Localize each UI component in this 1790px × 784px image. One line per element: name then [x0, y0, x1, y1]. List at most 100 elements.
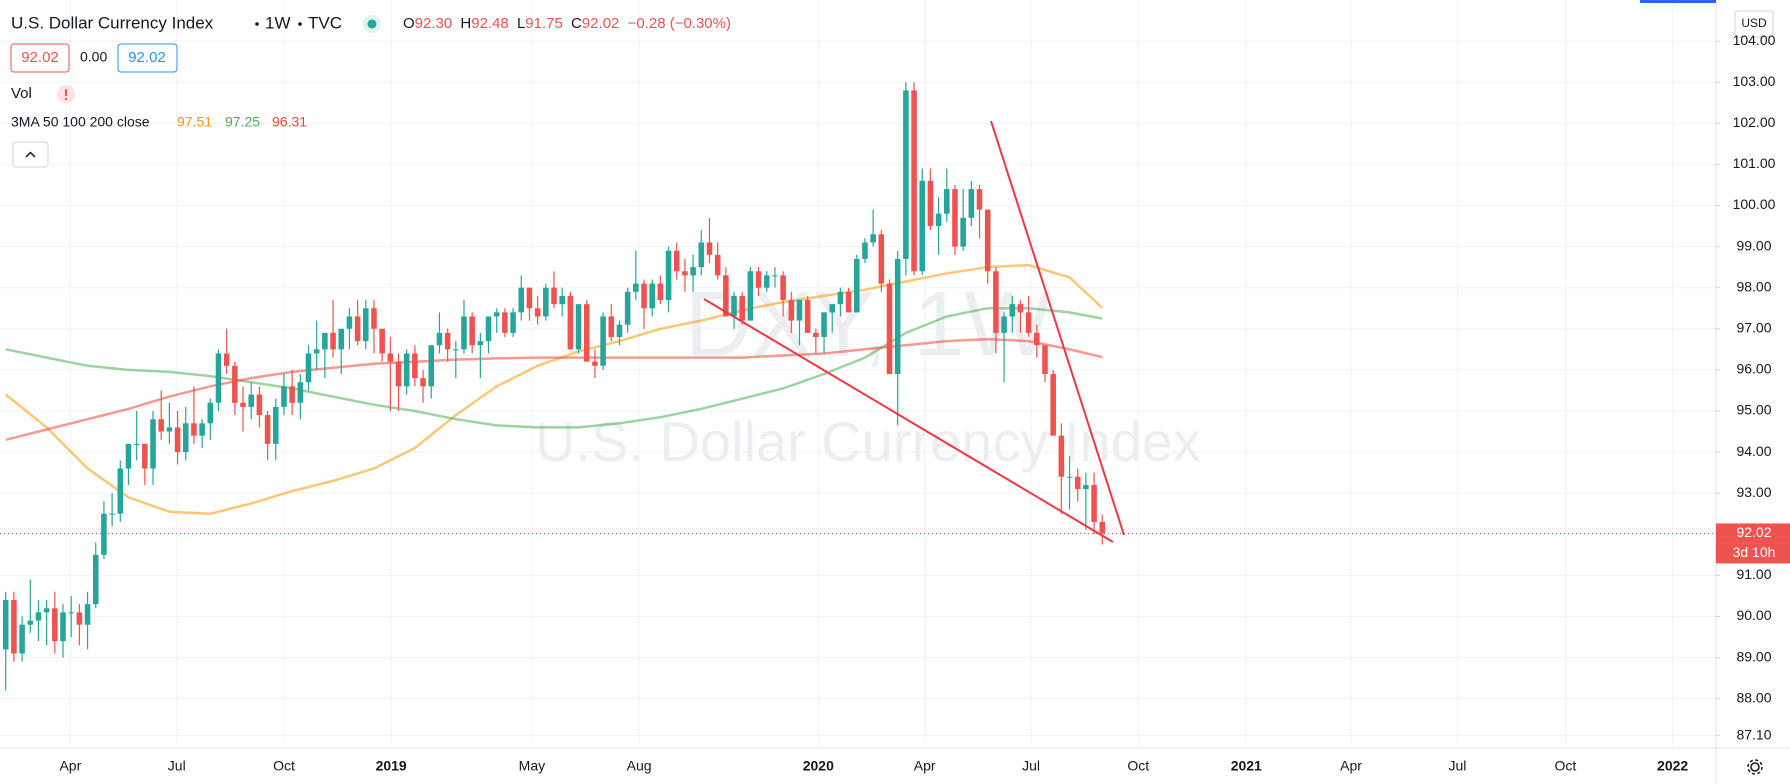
x-tick-label: 2021: [1231, 758, 1262, 774]
separator: [255, 22, 259, 26]
ma-value: 96.31: [272, 114, 307, 130]
candle-body: [649, 283, 655, 309]
candle-body: [158, 419, 164, 432]
warning-dot: [64, 97, 68, 101]
gear-center: [1750, 762, 1760, 772]
candle-body: [886, 283, 893, 374]
candle-body: [330, 332, 336, 350]
ma-value: 97.25: [225, 114, 260, 130]
candle-body: [11, 600, 17, 654]
candle-body: [436, 332, 443, 346]
candle-body: [387, 353, 394, 362]
y-tick-label: 97.00: [1736, 319, 1771, 335]
volume-warning[interactable]: [57, 85, 75, 103]
ohlc-letter: H: [460, 15, 471, 32]
candle-body: [755, 271, 762, 288]
candle-body: [592, 361, 598, 366]
price-label-box: [1716, 523, 1790, 544]
symbol-title: U.S. Dollar Currency Index: [11, 13, 214, 32]
candle-body: [665, 250, 672, 301]
moving-averages: [4, 263, 1104, 515]
candle-body: [84, 604, 91, 625]
candle-body: [27, 620, 34, 625]
currency-button[interactable]: [1734, 10, 1774, 38]
candle-body: [444, 332, 451, 350]
candle-body: [264, 415, 271, 444]
trendlines: [703, 120, 1125, 543]
market-status-dot[interactable]: [367, 19, 377, 29]
ohlc-letter: L: [517, 15, 525, 32]
moving-average-line: [5, 337, 1103, 442]
settings-icon[interactable]: [1747, 759, 1763, 775]
countdown: 3d 10h: [1733, 544, 1776, 560]
countdown-box: [1716, 543, 1790, 564]
x-tick-label: Apr: [59, 758, 81, 774]
candle-body: [960, 217, 966, 247]
ma-value: 97.51: [177, 114, 212, 130]
y-tick-label: 98.00: [1736, 278, 1771, 294]
candle-body: [845, 291, 852, 313]
candle-body: [453, 349, 459, 351]
candle-body: [363, 308, 369, 342]
sell-button[interactable]: [10, 43, 70, 73]
candle-body: [984, 209, 991, 272]
candle-body: [133, 443, 140, 445]
candle-body: [641, 283, 647, 309]
candle-body: [952, 189, 958, 247]
candle-body: [109, 513, 115, 515]
candle-body: [551, 287, 557, 305]
candle-body: [927, 180, 934, 227]
candle-body: [60, 612, 66, 642]
trendline: [703, 298, 1114, 543]
volume-label: Vol: [11, 85, 32, 102]
candle-body: [272, 406, 279, 444]
candle-body: [19, 624, 25, 654]
candle-body: [1058, 435, 1065, 477]
ohlc-value: 92.30: [415, 15, 453, 32]
candle-body: [673, 250, 680, 272]
candle-body: [1083, 484, 1089, 490]
gear-teeth: [1747, 759, 1763, 775]
candle-body: [477, 341, 484, 346]
candle-body: [117, 468, 124, 514]
candle-body: [976, 189, 983, 210]
y-tick-label: 102.00: [1733, 114, 1776, 130]
buy-price: 92.02: [128, 49, 166, 66]
candle-body: [92, 554, 99, 605]
trendline: [990, 120, 1125, 536]
y-tick-label: 91.00: [1736, 566, 1771, 582]
x-tick-label: Oct: [1555, 758, 1577, 774]
candle-body: [502, 312, 508, 333]
buy-button[interactable]: [117, 43, 178, 73]
candle-body: [313, 349, 320, 354]
candle-body: [837, 291, 844, 305]
candle-body: [256, 394, 263, 416]
candle-body: [1001, 316, 1007, 333]
candle-body: [714, 254, 721, 276]
candle-body: [43, 608, 50, 613]
candle-body: [461, 316, 467, 350]
candle-body: [395, 361, 402, 387]
candle-body: [379, 328, 385, 354]
candle-body: [469, 316, 475, 346]
candle-body: [1074, 476, 1081, 490]
candle-body: [993, 271, 999, 333]
candle-body: [174, 427, 181, 453]
collapse-button[interactable]: [12, 141, 49, 168]
candle-body: [796, 300, 803, 321]
candles: [2, 82, 1106, 691]
candle-body: [829, 304, 836, 313]
candle-body: [1025, 312, 1032, 333]
moving-average-line: [5, 306, 1103, 429]
indicator-label: 3MA 50 100 200 close: [11, 114, 150, 130]
x-tick-label: Oct: [1127, 758, 1149, 774]
candle-body: [305, 353, 312, 383]
x-tick-label: Oct: [273, 758, 295, 774]
y-tick-label: 96.00: [1736, 361, 1771, 377]
x-tick-label: 2020: [803, 758, 834, 774]
x-tick-label: Apr: [1340, 758, 1362, 774]
candle-body: [322, 332, 328, 350]
candle-body: [780, 275, 786, 301]
ohlc-value: 92.48: [471, 15, 509, 32]
ohlc-value: 91.75: [525, 15, 563, 32]
